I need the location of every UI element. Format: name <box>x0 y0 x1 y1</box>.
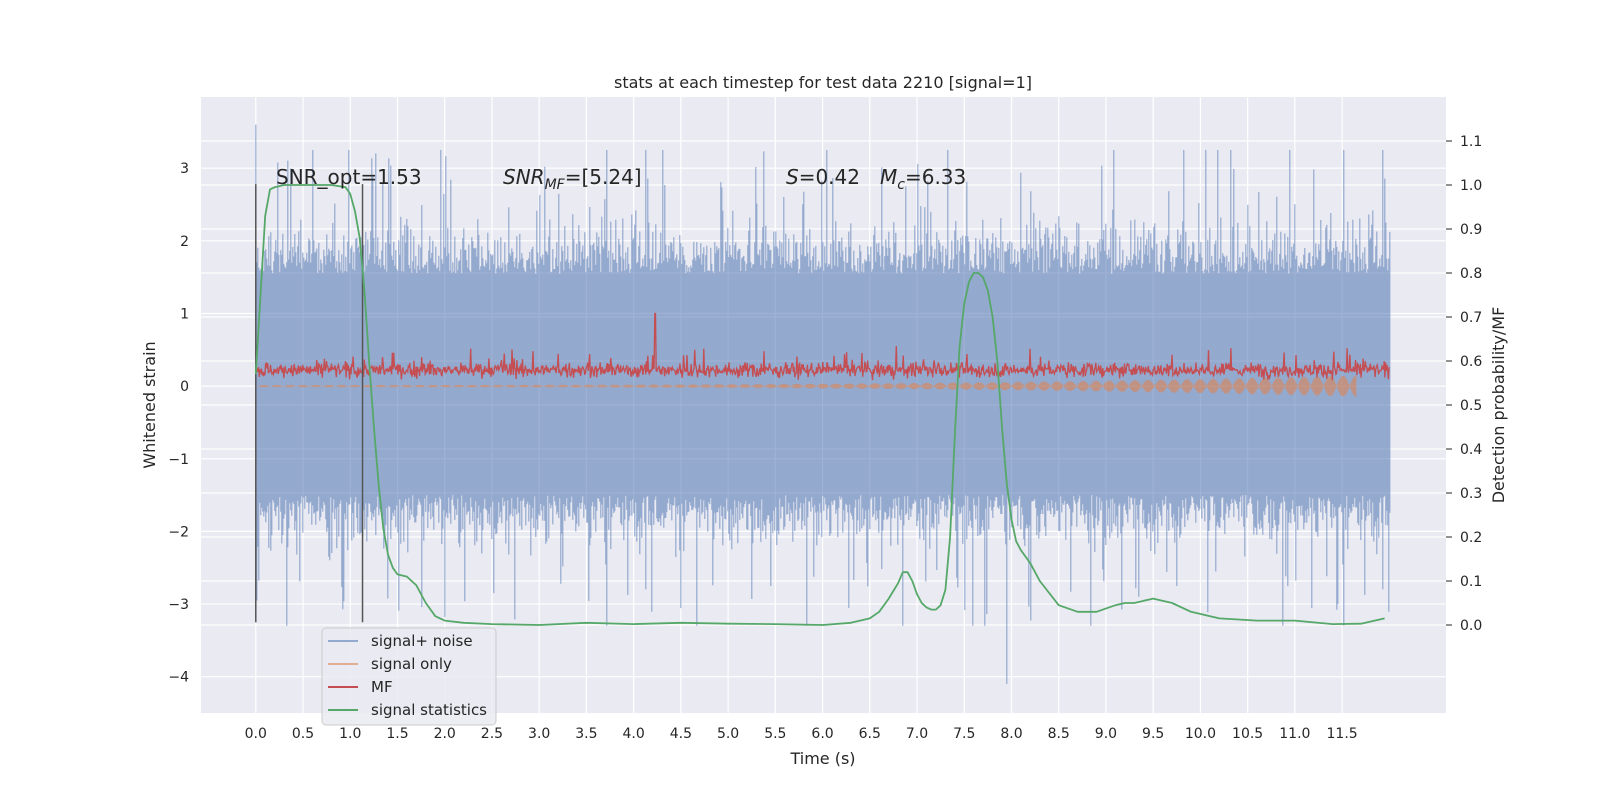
x-tick-label: 5.0 <box>717 726 739 742</box>
series-signal-statistics <box>254 184 1385 626</box>
x-tick-label: 2.0 <box>434 726 456 742</box>
y-tick-label-right: 0.9 <box>1460 222 1482 238</box>
y-axis-label-left: Whitened strain <box>140 341 159 468</box>
y-tick-label-right: 0.4 <box>1460 442 1482 458</box>
y-tick-label-right: 1.0 <box>1460 178 1482 194</box>
annotation-snr-mf: SNRMF=[5.24] <box>503 165 642 193</box>
y-tick-label-left: −3 <box>168 597 189 613</box>
x-axis-label: Time (s) <box>789 749 855 768</box>
x-tick-label: 4.5 <box>670 726 692 742</box>
y-tick-label-right: 0.0 <box>1460 618 1482 634</box>
x-tick-label: 7.0 <box>906 726 928 742</box>
x-tick-label: 0.5 <box>292 726 314 742</box>
x-tick-label: 4.0 <box>622 726 644 742</box>
x-tick-label: 1.5 <box>386 726 408 742</box>
y-tick-label-right: 0.1 <box>1460 574 1482 590</box>
y-axis-label-right: Detection probability/MF <box>1489 307 1508 504</box>
legend: signal+ noise signal only MF signal stat… <box>321 627 497 726</box>
y-tick-label-left: 0 <box>180 379 189 395</box>
x-tick-label: 0.0 <box>245 726 267 742</box>
x-ticks: 0.0 0.5 1.0 1.5 2.0 2.5 3.0 3.5 4.0 4.5 5.0 5.5 6.0 6… <box>245 726 1358 742</box>
x-tick-label: 1.0 <box>339 726 361 742</box>
legend-label-signal-only: signal only <box>371 655 452 673</box>
x-tick-label: 3.0 <box>528 726 550 742</box>
y-tick-label-right: 0.5 <box>1460 398 1482 414</box>
y-tick-label-left: 3 <box>180 161 189 177</box>
legend-label-mf: MF <box>371 678 393 696</box>
x-tick-label: 2.5 <box>481 726 503 742</box>
x-tick-label: 11.0 <box>1279 726 1310 742</box>
y-tick-label-right: 0.7 <box>1460 310 1482 326</box>
series-mf <box>255 312 1390 381</box>
x-tick-label: 10.0 <box>1185 726 1216 742</box>
x-tick-label: 8.0 <box>1000 726 1022 742</box>
x-tick-label: 7.5 <box>953 726 975 742</box>
legend-label-signal-noise: signal+ noise <box>371 632 473 650</box>
x-tick-label: 9.0 <box>1095 726 1117 742</box>
x-tick-label: 8.5 <box>1048 726 1070 742</box>
y-ticks-right: 1.1 1.0 0.9 0.8 0.7 0.6 0.5 0.4 0.3 0.2 0.1 0.0 <box>1446 134 1482 634</box>
x-tick-label: 9.5 <box>1142 726 1164 742</box>
x-tick-label: 6.5 <box>859 726 881 742</box>
y-tick-label-left: 1 <box>180 306 189 322</box>
legend-box <box>321 627 497 726</box>
x-tick-label: 10.5 <box>1232 726 1263 742</box>
annotation-mc: Mc=6.33 <box>880 165 966 193</box>
annotation-s: S=0.42 <box>786 165 860 189</box>
y-tick-label-right: 0.6 <box>1460 354 1482 370</box>
y-tick-label-left: −1 <box>168 452 189 468</box>
y-tick-label-right: 0.3 <box>1460 486 1482 502</box>
legend-label-signal-statistics: signal statistics <box>371 701 487 719</box>
y-tick-label-right: 0.8 <box>1460 266 1482 282</box>
y-ticks-left: 3 2 1 0 −1 −2 −3 −4 <box>168 161 189 685</box>
x-tick-label: 6.0 <box>811 726 833 742</box>
y-tick-label-right: 0.2 <box>1460 530 1482 546</box>
y-tick-label-left: −2 <box>168 524 189 540</box>
chart-title: stats at each timestep for test data 221… <box>614 73 1032 92</box>
annotation-snr-opt: SNR_opt=1.53 <box>276 165 422 189</box>
y-tick-label-right: 1.1 <box>1460 134 1482 150</box>
y-tick-label-left: 2 <box>180 234 189 250</box>
x-tick-label: 5.5 <box>764 726 786 742</box>
series-layer <box>254 124 1391 684</box>
x-tick-label: 3.5 <box>575 726 597 742</box>
y-tick-label-left: −4 <box>168 670 189 686</box>
x-tick-label: 11.5 <box>1327 726 1358 742</box>
